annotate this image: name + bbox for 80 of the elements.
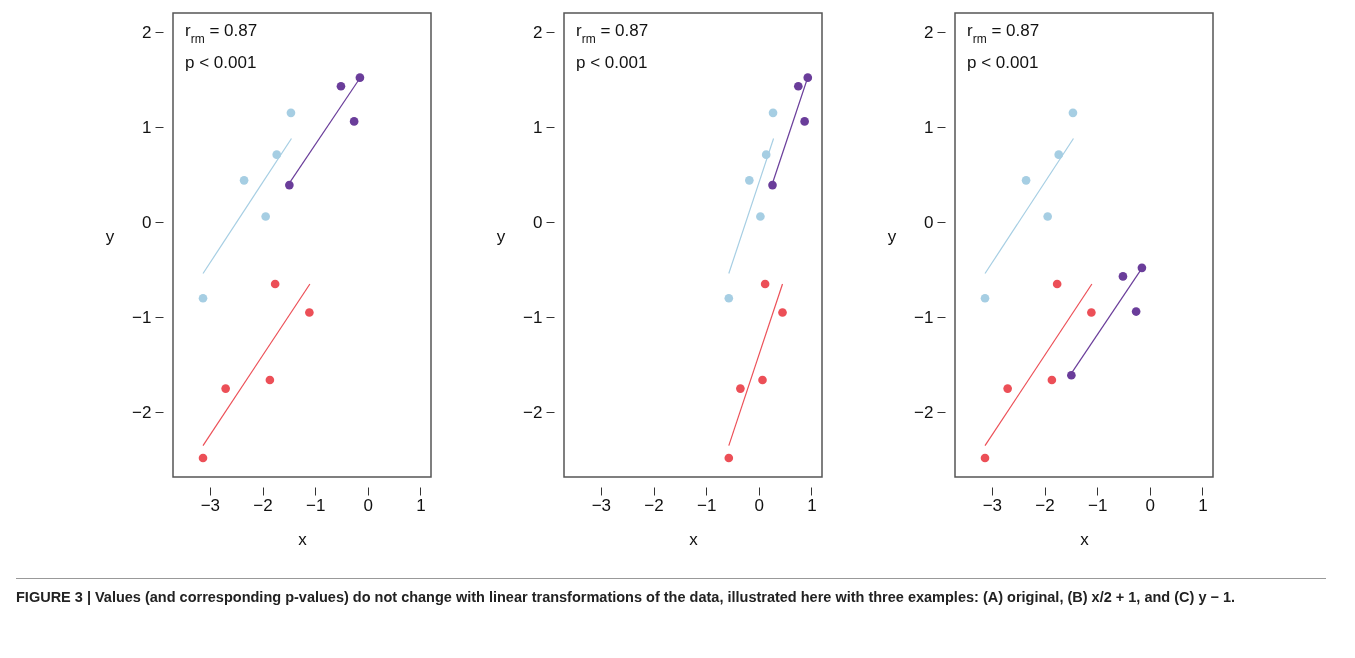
point (286, 108, 296, 118)
point (800, 117, 809, 126)
annotation: r$_{rm}$ = 0.87 (185, 21, 258, 46)
point (239, 176, 249, 185)
x-tick-label: −2 (1035, 495, 1055, 515)
y-tick-label: 2 (142, 22, 152, 42)
point (736, 384, 745, 393)
point (1047, 375, 1057, 385)
point (1118, 272, 1128, 281)
point (724, 453, 734, 463)
point (768, 180, 777, 190)
y-tick-label: 0 (142, 212, 152, 232)
y-tick-label: 2 (533, 22, 543, 42)
point (265, 375, 275, 385)
y-tick-label: −2 (523, 402, 543, 422)
point (724, 293, 734, 303)
point (1068, 108, 1078, 118)
x-tick-label: −2 (253, 495, 273, 515)
point (980, 293, 990, 303)
x-tick-label: 1 (1198, 495, 1208, 515)
x-axis-title: x (298, 529, 308, 549)
point (1131, 307, 1141, 316)
point (336, 81, 346, 91)
point (305, 308, 314, 317)
annotation: p < 0.001 (185, 53, 257, 72)
point (1043, 212, 1052, 221)
y-tick-label: −1 (914, 307, 934, 327)
point (803, 73, 813, 82)
point (1052, 279, 1062, 289)
annotation: r$_{rm}$ = 0.87 (967, 21, 1040, 46)
x-tick-label: −1 (696, 495, 717, 515)
y-tick-label: −2 (132, 402, 152, 422)
point (270, 279, 280, 289)
point (758, 375, 767, 385)
point (745, 176, 754, 185)
x-tick-label: 0 (754, 495, 765, 515)
point (756, 212, 765, 221)
x-tick-label: 0 (363, 495, 374, 515)
y-tick-label: −2 (914, 402, 934, 422)
point (768, 108, 778, 118)
x-tick-label: 0 (1145, 495, 1156, 515)
point (793, 81, 803, 91)
annotation: r$_{rm}$ = 0.87 (576, 21, 649, 46)
point (198, 293, 208, 303)
y-tick-label: 1 (924, 117, 934, 137)
y-axis-title: y (496, 226, 506, 246)
point (760, 279, 770, 289)
point (1067, 370, 1076, 380)
annotation: p < 0.001 (576, 53, 648, 72)
x-tick-label: −1 (1087, 495, 1108, 515)
caption: FIGURE 3 | Values (and corresponding p-values) do not change with linear transformations of the data, illustrated here with three examples: (A) original, (B) x/2 + 1, and (C) y − 1. (16, 578, 1326, 609)
point (261, 212, 270, 221)
point (221, 384, 230, 393)
point (349, 117, 359, 126)
y-tick-label: −1 (132, 307, 152, 327)
x-tick-label: −2 (644, 495, 664, 515)
y-tick-label: 1 (142, 117, 152, 137)
x-tick-label: −3 (200, 495, 221, 515)
point (355, 73, 365, 82)
y-axis-title: y (887, 226, 897, 246)
y-tick-label: 0 (924, 212, 934, 232)
x-tick-label: 1 (807, 495, 817, 515)
point (285, 180, 294, 190)
y-axis-title: y (105, 226, 115, 246)
y-tick-label: −1 (523, 307, 543, 327)
point (1021, 176, 1031, 185)
annotation: p < 0.001 (967, 53, 1039, 72)
point (1137, 263, 1147, 273)
x-axis-title: x (689, 529, 699, 549)
point (1087, 308, 1096, 317)
point (1003, 384, 1012, 393)
y-tick-label: 0 (533, 212, 543, 232)
point (778, 308, 787, 317)
y-tick-label: 1 (533, 117, 543, 137)
x-tick-label: −3 (982, 495, 1003, 515)
x-tick-label: 1 (416, 495, 426, 515)
x-tick-label: −3 (591, 495, 612, 515)
y-tick-label: 2 (924, 22, 934, 42)
x-axis-title: x (1080, 529, 1090, 549)
x-tick-label: −1 (305, 495, 326, 515)
